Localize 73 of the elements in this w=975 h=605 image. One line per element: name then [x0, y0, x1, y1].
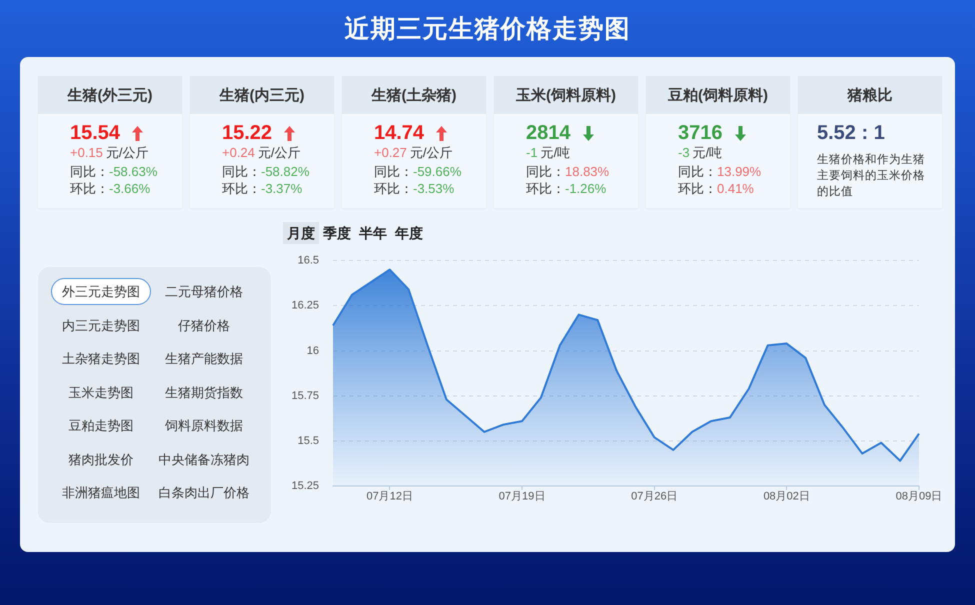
text: +0.15 — [70, 145, 103, 160]
menu-link[interactable]: 土杂猪走势图 — [51, 345, 151, 372]
text: 同比： — [526, 164, 565, 179]
menu-link[interactable]: 生猪产能数据 — [154, 345, 254, 372]
text: -59.66% — [413, 164, 462, 179]
text: 生猪(内三元) — [190, 76, 334, 114]
text: 5.52 : 1 — [817, 122, 886, 144]
text: 0.41% — [717, 181, 754, 196]
text: 3716 — [678, 122, 722, 144]
menu-link[interactable]: 中央储备冻猪肉 — [154, 446, 254, 472]
menu-link[interactable]: 玉米走势图 — [51, 378, 151, 406]
text: 15.54 — [70, 122, 120, 144]
x-tick-label: 07月19日 — [498, 490, 546, 503]
text: -3.66% — [109, 181, 150, 196]
tab[interactable]: 季度 — [319, 222, 355, 244]
text: 环比： — [222, 181, 261, 196]
menu-link[interactable]: 二元母猪价格 — [154, 278, 254, 305]
text: 环比： — [678, 181, 717, 196]
text: -3.37% — [261, 181, 302, 196]
text: -3 — [678, 145, 690, 160]
text: 生猪(外三元) — [38, 76, 182, 114]
menu-link[interactable]: 生猪期货指数 — [154, 378, 254, 406]
x-tick-label: 08月02日 — [763, 490, 810, 503]
y-tick-label: 16.5 — [298, 254, 319, 267]
tab[interactable]: 月度 — [283, 222, 319, 244]
tab[interactable]: 年度 — [391, 222, 427, 244]
text: 近期三元生猪价格走势图 — [344, 14, 630, 45]
text: -58.63% — [109, 164, 158, 179]
text: 14.74 — [374, 122, 424, 144]
text: 豆粕(饲料原料) — [646, 76, 790, 114]
text: 同比： — [374, 164, 413, 179]
text: 2814 — [526, 122, 570, 144]
text: -3.53% — [413, 181, 454, 196]
text: 环比： — [70, 181, 109, 196]
text: -1.26% — [565, 181, 606, 196]
text: 元/公斤 — [258, 145, 301, 160]
text: 生猪价格和作为生猪主要饲料的玉米价格的比值 — [817, 152, 926, 200]
menu-link[interactable]: 豆粕走势图 — [51, 412, 151, 439]
y-tick-label: 15.5 — [298, 434, 319, 447]
menu-link[interactable]: 仔猪价格 — [154, 312, 254, 338]
text: +0.27 — [374, 145, 407, 160]
x-tick-label: 07月26日 — [631, 490, 678, 503]
text: 同比： — [222, 164, 261, 179]
text: 环比： — [374, 181, 413, 196]
text: 13.99% — [717, 164, 762, 179]
menu-link[interactable]: 非洲猪瘟地图 — [51, 479, 151, 506]
menu-link[interactable]: 外三元走势图 — [51, 278, 151, 305]
text: 元/公斤 — [106, 145, 149, 160]
menu-link[interactable]: 猪肉批发价 — [51, 446, 151, 472]
text: 元/公斤 — [410, 145, 453, 160]
menu-link[interactable]: 饲料原料数据 — [154, 412, 254, 439]
text: 生猪(土杂猪) — [342, 76, 486, 114]
text: 元/吨 — [692, 145, 722, 160]
menu-link[interactable]: 白条肉出厂价格 — [154, 479, 254, 506]
text: 玉米(饲料原料) — [494, 76, 638, 114]
text: +0.24 — [222, 145, 255, 160]
menu-link[interactable]: 内三元走势图 — [51, 312, 151, 338]
tab[interactable]: 半年 — [355, 222, 391, 244]
text: 15.22 — [222, 122, 272, 144]
x-tick-label: 07月12日 — [366, 490, 413, 503]
y-tick-label: 16.25 — [291, 300, 319, 312]
x-tick-label: 08月09日 — [896, 490, 942, 503]
y-tick-label: 15.25 — [291, 480, 319, 492]
text: 猪粮比 — [798, 76, 942, 114]
text: 环比： — [526, 181, 565, 196]
text: 同比： — [70, 164, 109, 179]
y-tick-label: 16 — [306, 344, 319, 357]
y-tick-label: 15.75 — [291, 390, 319, 402]
text: 元/吨 — [540, 145, 570, 160]
text: 18.83% — [565, 164, 610, 179]
text: -1 — [526, 145, 538, 160]
text: 同比： — [678, 164, 717, 179]
text: -58.82% — [261, 164, 310, 179]
